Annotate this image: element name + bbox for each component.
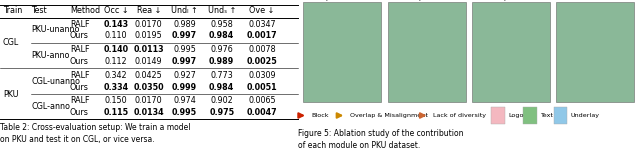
Text: 0.0047: 0.0047 xyxy=(246,108,277,117)
Text: Train: Train xyxy=(3,6,22,15)
Text: Ours: Ours xyxy=(70,108,89,117)
FancyBboxPatch shape xyxy=(472,2,550,102)
Text: Method: Method xyxy=(70,6,100,15)
Text: RALF: RALF xyxy=(70,96,90,105)
Text: Ours: Ours xyxy=(587,0,604,1)
Text: 0.975: 0.975 xyxy=(209,108,234,117)
Text: 0.0347: 0.0347 xyxy=(248,19,276,29)
Text: w/o BE: w/o BE xyxy=(414,0,439,1)
Text: 0.0149: 0.0149 xyxy=(135,57,163,66)
Text: 0.984: 0.984 xyxy=(209,83,234,92)
Text: 0.0425: 0.0425 xyxy=(135,71,163,80)
Text: 0.0350: 0.0350 xyxy=(134,83,164,92)
Text: 0.984: 0.984 xyxy=(209,32,234,40)
Text: 0.995: 0.995 xyxy=(173,45,196,54)
FancyBboxPatch shape xyxy=(388,2,466,102)
Text: Text: Text xyxy=(540,113,553,118)
Text: 0.989: 0.989 xyxy=(209,57,234,66)
Text: 0.773: 0.773 xyxy=(211,71,233,80)
Text: Logo: Logo xyxy=(508,113,524,118)
Bar xyxy=(554,107,568,124)
Text: 0.997: 0.997 xyxy=(172,57,197,66)
Text: 0.999: 0.999 xyxy=(172,83,197,92)
Text: 0.0078: 0.0078 xyxy=(248,45,276,54)
Text: CGL-anno: CGL-anno xyxy=(31,102,70,111)
Text: Test: Test xyxy=(31,6,47,15)
Text: 0.115: 0.115 xyxy=(104,108,129,117)
Text: Undₗ ↑: Undₗ ↑ xyxy=(171,6,198,15)
Text: 0.334: 0.334 xyxy=(104,83,129,92)
Text: 0.989: 0.989 xyxy=(173,19,196,29)
Text: w/o CGBWP: w/o CGBWP xyxy=(321,0,364,1)
FancyBboxPatch shape xyxy=(556,2,634,102)
Text: 0.0309: 0.0309 xyxy=(248,71,276,80)
Text: RALF: RALF xyxy=(70,71,90,80)
Text: 0.0017: 0.0017 xyxy=(246,32,277,40)
Text: PKU: PKU xyxy=(3,90,19,99)
Bar xyxy=(491,107,505,124)
Text: Underlay: Underlay xyxy=(571,113,600,118)
Text: CGL-unanno: CGL-unanno xyxy=(31,77,80,86)
Text: 0.976: 0.976 xyxy=(211,45,233,54)
Text: 0.0195: 0.0195 xyxy=(135,32,163,40)
Text: 0.927: 0.927 xyxy=(173,71,196,80)
Text: 0.110: 0.110 xyxy=(105,32,127,40)
Text: Ove ↓: Ove ↓ xyxy=(249,6,275,15)
Text: Table 2: Cross-evaluation setup: We train a model
on PKU and test it on CGL, or : Table 2: Cross-evaluation setup: We trai… xyxy=(0,123,191,144)
Text: 0.143: 0.143 xyxy=(104,19,129,29)
Text: 0.995: 0.995 xyxy=(172,108,197,117)
Text: 0.0025: 0.0025 xyxy=(246,57,277,66)
Text: 0.958: 0.958 xyxy=(211,19,233,29)
Text: 0.112: 0.112 xyxy=(105,57,127,66)
Text: 0.0170: 0.0170 xyxy=(135,19,163,29)
Text: PKU-anno: PKU-anno xyxy=(31,50,70,60)
Text: Lack of diversity: Lack of diversity xyxy=(433,113,486,118)
FancyBboxPatch shape xyxy=(303,2,381,102)
Text: 0.974: 0.974 xyxy=(173,96,196,105)
Text: 0.140: 0.140 xyxy=(104,45,129,54)
Text: 0.0065: 0.0065 xyxy=(248,96,276,105)
Text: Ours: Ours xyxy=(70,32,89,40)
Text: 0.0051: 0.0051 xyxy=(246,83,277,92)
Text: RALF: RALF xyxy=(70,45,90,54)
Text: Ours: Ours xyxy=(70,83,89,92)
Text: Figure 5: Ablation study of the contribution
of each module on PKU dataset.: Figure 5: Ablation study of the contribu… xyxy=(298,129,463,150)
Text: 0.902: 0.902 xyxy=(211,96,233,105)
Text: RALF: RALF xyxy=(70,19,90,29)
Text: CGL: CGL xyxy=(3,38,19,47)
Text: w/o LE: w/o LE xyxy=(499,0,523,1)
Text: 0.0113: 0.0113 xyxy=(134,45,164,54)
Text: 0.150: 0.150 xyxy=(105,96,127,105)
Text: 0.342: 0.342 xyxy=(105,71,127,80)
Text: Occ ↓: Occ ↓ xyxy=(104,6,129,15)
Text: 0.997: 0.997 xyxy=(172,32,197,40)
Text: Rea ↓: Rea ↓ xyxy=(136,6,161,15)
Text: Overlap & Misalignment: Overlap & Misalignment xyxy=(349,113,428,118)
Text: Block: Block xyxy=(311,113,329,118)
Text: 0.0134: 0.0134 xyxy=(134,108,164,117)
Bar xyxy=(523,107,536,124)
Text: Ours: Ours xyxy=(70,57,89,66)
Text: PKU-unanno: PKU-unanno xyxy=(31,26,80,34)
Text: Undₛ ↑: Undₛ ↑ xyxy=(207,6,236,15)
Text: 0.0170: 0.0170 xyxy=(135,96,163,105)
